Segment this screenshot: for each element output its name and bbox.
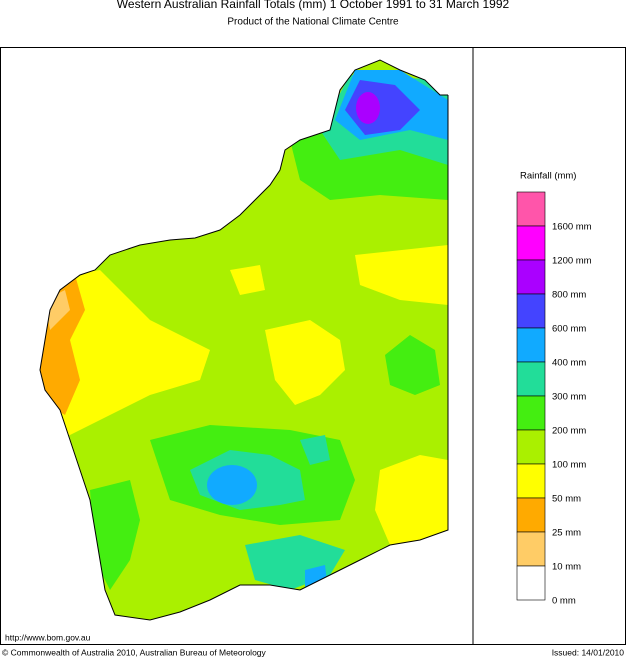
legend-swatch <box>516 531 546 567</box>
region <box>385 335 440 395</box>
footer-url: http://www.bom.gov.au <box>5 632 91 642</box>
legend-label: 600 mm <box>552 324 586 335</box>
legend-label: 800 mm <box>552 290 586 301</box>
rainfall-map <box>40 60 448 620</box>
region <box>90 480 140 590</box>
subtitle: Product of the National Climate Centre <box>227 17 399 28</box>
legend-swatch <box>516 225 546 261</box>
legend-label: 0 mm <box>552 596 576 607</box>
legend-swatch <box>516 395 546 431</box>
legend-label: 1200 mm <box>552 256 592 267</box>
region <box>207 465 257 505</box>
legend-swatch <box>516 565 546 601</box>
legend-swatch <box>516 429 546 465</box>
region <box>230 265 265 295</box>
legend-swatch <box>516 463 546 499</box>
region <box>356 92 380 124</box>
legend-swatch <box>516 259 546 295</box>
region <box>265 320 345 405</box>
legend-swatch <box>516 497 546 533</box>
region <box>300 435 330 465</box>
legend-label: 400 mm <box>552 358 586 369</box>
issued: Issued: 14/01/2010 <box>552 647 625 657</box>
region <box>375 455 448 545</box>
legend-title: Rainfall (mm) <box>520 171 576 182</box>
legend-label: 300 mm <box>552 392 586 403</box>
legend-swatch <box>516 327 546 363</box>
region <box>355 245 448 305</box>
title: Western Australian Rainfall Totals (mm) … <box>117 0 510 11</box>
legend: 1600 mm 1200 mm 800 mm 600 mm 400 mm 300 mm 20… <box>516 191 592 607</box>
legend-swatch <box>516 293 546 329</box>
legend-swatch <box>516 361 546 397</box>
copyright: © Commonwealth of Australia 2010, Austra… <box>2 647 267 657</box>
legend-label: 1600 mm <box>552 222 592 233</box>
legend-label: 50 mm <box>552 494 581 505</box>
legend-label: 25 mm <box>552 528 581 539</box>
legend-label: 10 mm <box>552 562 581 573</box>
legend-label: 200 mm <box>552 426 586 437</box>
legend-label: 100 mm <box>552 460 586 471</box>
legend-swatch <box>516 191 546 227</box>
coastline <box>39 59 449 621</box>
